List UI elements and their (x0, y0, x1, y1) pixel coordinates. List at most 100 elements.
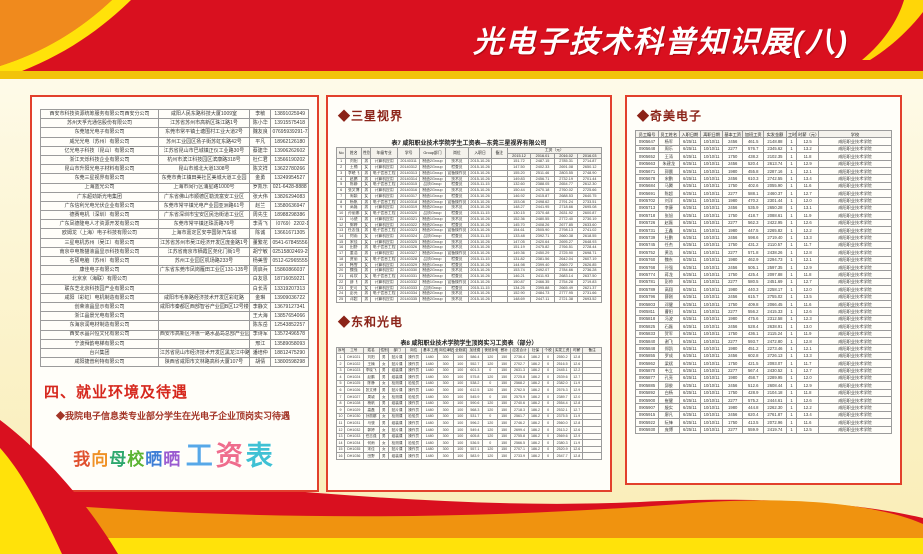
table-cell: 谢飞 (658, 336, 680, 346)
table-cell: 咸阳职业技术学院 (817, 196, 893, 205)
table-row: 24 彭亮男电子信息工程 20140334 制造2Group 技术员 2015-10-26… (335, 290, 602, 298)
table-cell: 186.2 (527, 373, 544, 381)
table-cell (490, 284, 508, 292)
table-cell: 电子信息工程 (370, 227, 398, 234)
table-cell: 0 (542, 445, 554, 454)
table-cell: 13566190202 (270, 154, 309, 166)
table-cell: 13.4 (796, 410, 819, 420)
table-cell: 1 (785, 181, 798, 191)
banner-yellow-stripe (0, 71, 923, 79)
table-cell: 9 (336, 406, 345, 414)
table-cell: 462.9 (742, 255, 764, 265)
table-cell: 2389.7 (552, 393, 572, 401)
table-cell: 任志强 (362, 432, 380, 441)
table-cell: 检测课 (387, 412, 407, 421)
column-header: 学校 (817, 129, 893, 139)
table-row: 14 DH1034 何雨女检测课 检验员 1480 300 100 536.5 0 150 2566… (336, 439, 602, 447)
table-cell: 10/10/11 (700, 196, 723, 205)
table-cell: 10/10/11 (700, 211, 723, 220)
table-cell: 2345.62 (762, 144, 787, 154)
table-cell: 1 (336, 353, 345, 361)
table-cell: 583.9 (466, 452, 484, 460)
table-cell: 1 (785, 336, 798, 346)
table-cell: 2607.19 (577, 255, 602, 263)
table-cell: 6/25/11 (678, 344, 702, 353)
table-cell: 1980 (721, 403, 744, 412)
table-cell: 电子信息工程 (370, 255, 398, 263)
table-cell: 10/10/11 (700, 248, 723, 257)
table-cell: 女 (361, 273, 372, 280)
table-cell: 康佳电子有限公司 (40, 265, 159, 276)
column-header: 加班费 (466, 346, 484, 355)
table-cell: 0905671 (634, 166, 660, 176)
table-cell: 制造1Group (419, 192, 446, 200)
table-cell: 0905825 (634, 322, 660, 331)
table-cell: 朱建龙 (658, 159, 680, 168)
table-cell: 任杰 (658, 240, 680, 250)
table-cell: 12.6 (796, 396, 819, 405)
table-cell: 周颖 (362, 393, 380, 401)
table-row: 15 宋佳女计算机应用 20140325 制造1Group 技术员 2015-10-26 1… (335, 238, 602, 246)
chimei-wage-table: 员工编号 员工姓名 入职日期 离职日期 基本工资 加班工资 实发金额 工时 时薪（元） 学校 090… (634, 129, 893, 435)
table-cell: 2375.5 (552, 412, 572, 421)
table-cell: 528.4 (742, 322, 764, 331)
table-cell: 150 (497, 419, 512, 427)
table-cell: 150 (497, 406, 512, 414)
table-cell: 10/10/11 (700, 166, 723, 176)
table-cell: 2097.88 (762, 270, 787, 279)
table-cell: 2430.52 (762, 366, 787, 375)
table-cell: 贴片课 (387, 353, 407, 361)
table-row: 22 薛飞男计算机应用 20140332 制造1Group 设备操作员 2015-10-2… (335, 278, 602, 286)
table-cell: 2520.9 (552, 445, 572, 454)
table-row: 西安水晶兴恒文化有限公司 西安市高新区沣惠一路水晶岛总部产业园 李诗军 1357249… (40, 329, 309, 340)
table-cell: 4 (336, 373, 345, 381)
banner-yellow-swoosh-left (0, 0, 131, 79)
table-cell: 421.5 (742, 359, 764, 368)
table-cell: 2456 (721, 203, 744, 213)
table-row: 创荣液晶显示有限公司 咸阳市秦都区西部智谷产业园B区12号楼 李静文 13679127… (40, 301, 309, 313)
table-cell: 2415.33 (762, 307, 787, 316)
table-cell: 1 (785, 226, 798, 235)
table-cell: 昆山市升阳光电子材料有限公司 (40, 164, 159, 175)
table-cell: 10/10/11 (700, 373, 723, 383)
table-row: 21 蒋欣女电子信息工程 20140331 制造2Group 检查员 2015-10-26… (335, 273, 602, 280)
table-row: 0905684 马腾 6/25/11 10/10/11 1750 402.6 2055.90… (634, 181, 893, 191)
table-cell: 2015-11-15 (468, 255, 492, 263)
table-cell (490, 290, 508, 298)
table-cell (157, 283, 251, 294)
table-cell: 咸阳职业技术学院 (817, 255, 893, 265)
column-header: 员工编号 (634, 129, 660, 139)
table-cell: 2277 (721, 307, 744, 316)
table-cell: 组装课 (387, 399, 407, 408)
table-cell: 2569.6 (552, 432, 572, 441)
table-cell: 组装课 (387, 373, 407, 381)
table-cell: 2762.5 (510, 386, 529, 394)
table-cell (582, 445, 602, 454)
table-cell: 白杨 (658, 388, 680, 398)
table-cell: 100 (453, 419, 468, 427)
table-cell: 1480 (421, 419, 439, 427)
table-cell: 2289.95 (762, 373, 787, 383)
table-row: 广东凤德隆电人才资源开发有限公司 东莞市常平镇还珠沥路76号 李青飞 （0769）22… (40, 219, 309, 230)
table-cell: 10/10/11 (700, 418, 723, 427)
table-cell: 12.2 (796, 403, 819, 412)
table-cell: 1 (785, 388, 798, 398)
table-cell: 6/25/11 (678, 137, 702, 146)
table-cell: 上海蓝光公司 (40, 182, 159, 193)
table-cell: 20140311 (396, 158, 421, 166)
table-cell: 2015-10-26 (468, 244, 492, 252)
table-cell: 1480 (421, 445, 439, 454)
table-cell: 1750 (721, 152, 744, 161)
table-cell: 江苏省南京市栖霞区尧化门街1号 (157, 246, 251, 258)
table-row: 11 DH1031 马骁男组装课 操作员 1480 300 100 596.2 120 150 27… (336, 419, 602, 427)
table-cell: 平凡 (249, 136, 272, 147)
table-cell: 6/25/11 (678, 218, 702, 228)
table-cell: 186.2 (527, 360, 544, 368)
table-cell: 13319207313 (270, 283, 309, 294)
table-cell: 咸阳职业技术学院 (817, 329, 893, 338)
table-cell: 男 (361, 296, 372, 303)
table-cell: 1 (785, 322, 798, 331)
table-row: 9 DH1029 高磊男贴片课 操作员 1480 300 100 568.3 120 150 271… (336, 406, 602, 414)
table-cell: 580.5 (742, 277, 764, 287)
table-cell: 186.2 (527, 379, 544, 388)
